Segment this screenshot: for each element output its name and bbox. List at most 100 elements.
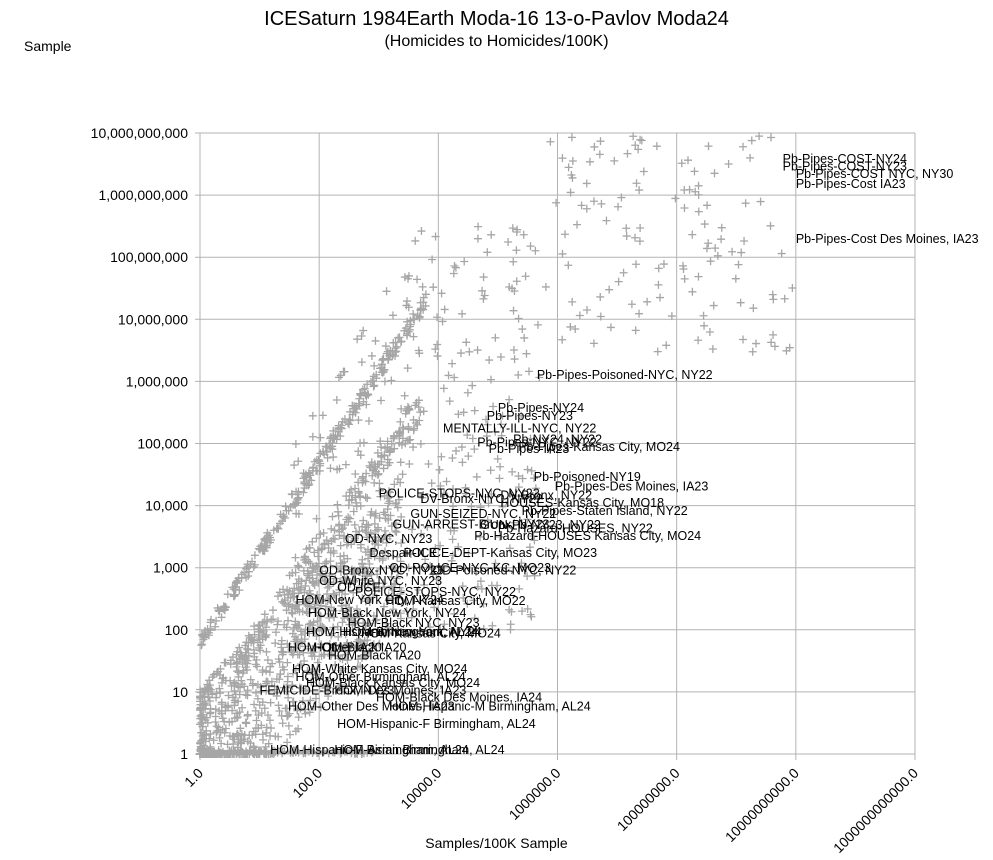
scatter-point — [635, 186, 644, 195]
scatter-point — [353, 605, 362, 614]
scatter-point — [662, 341, 671, 350]
scatter-point — [308, 644, 317, 653]
scatter-point — [427, 479, 436, 488]
scatter-point — [365, 647, 374, 656]
scatter-point — [458, 458, 467, 467]
scatter-point — [493, 454, 502, 463]
y-axis-title: Sample — [24, 38, 72, 54]
scatter-point — [370, 552, 379, 561]
scatter-point — [752, 339, 761, 348]
scatter-point — [440, 305, 449, 314]
point-label: OD-Bronx-NYC, NY23 — [319, 563, 443, 577]
scatter-point — [296, 627, 305, 636]
scatter-point — [332, 562, 341, 571]
scatter-point — [464, 452, 473, 461]
scatter-point — [694, 181, 703, 190]
scatter-point — [283, 658, 292, 667]
point-label: Pb-Pipes-COST NYC, NY30 — [796, 167, 954, 181]
scatter-point — [336, 749, 345, 758]
scatter-point — [359, 516, 368, 525]
point-label: HOM-Black Kansas City, MO24 — [306, 676, 480, 690]
scatter-point — [437, 289, 446, 298]
scatter-point — [366, 530, 375, 539]
scatter-point — [517, 411, 526, 420]
scatter-point — [699, 311, 708, 320]
chart-subtitle: (Homicides to Homicides/100K) — [384, 33, 609, 50]
scatter-point — [291, 665, 300, 674]
scatter-point — [310, 627, 319, 636]
scatter-point — [318, 544, 327, 553]
scatter-point — [409, 309, 418, 318]
y-tick-label: 1,000,000 — [126, 373, 188, 389]
scatter-point — [323, 583, 332, 592]
scatter-point — [479, 624, 488, 633]
scatter-point — [680, 185, 689, 194]
scatter-point — [683, 156, 692, 165]
scatter-point — [297, 637, 306, 646]
scatter-point — [301, 599, 310, 608]
scatter-point — [319, 747, 328, 756]
scatter-point — [308, 665, 317, 674]
scatter-point — [333, 465, 342, 474]
scatter-point — [300, 588, 309, 597]
scatter-point — [356, 389, 365, 398]
scatter-point — [292, 635, 301, 644]
point-label: HOM-Black IA20 — [313, 640, 406, 654]
scatter-point — [541, 282, 550, 291]
scatter-point — [252, 688, 261, 697]
scatter-point — [392, 528, 401, 537]
scatter-point — [472, 567, 481, 576]
scatter-point — [235, 643, 244, 652]
scatter-point — [267, 724, 276, 733]
scatter-point — [589, 197, 598, 206]
scatter-point — [406, 316, 415, 325]
scatter-point — [212, 669, 221, 678]
scatter-point — [435, 465, 444, 474]
scatter-point — [312, 673, 321, 682]
point-label: HOUSES-Kansas City, MO18 — [500, 496, 664, 510]
scatter-point — [381, 612, 390, 621]
scatter-point — [320, 539, 329, 548]
scatter-point — [531, 246, 540, 255]
scatter-point — [700, 321, 709, 330]
scatter-point — [349, 507, 358, 516]
scatter-point — [262, 679, 271, 688]
scatter-point — [243, 710, 252, 719]
scatter-point — [251, 746, 260, 755]
scatter-point — [766, 221, 775, 230]
scatter-point — [491, 427, 500, 436]
scatter-point — [448, 359, 457, 368]
scatter-point — [203, 625, 212, 634]
scatter-point — [265, 716, 274, 725]
scatter-point — [390, 444, 399, 453]
scatter-point — [238, 703, 247, 712]
scatter-point — [215, 607, 224, 616]
scatter-point — [465, 347, 474, 356]
scatter-point — [305, 708, 314, 717]
point-label: HOM-Other Des Moines, IA23 — [288, 700, 455, 714]
scatter-point — [403, 297, 412, 306]
scatter-point — [331, 574, 340, 583]
y-tick-label: 100,000,000 — [110, 249, 188, 265]
scatter-point — [656, 293, 665, 302]
scatter-point — [361, 390, 370, 399]
scatter-point — [459, 408, 468, 417]
scatter-point — [568, 297, 577, 306]
scatter-point — [509, 257, 518, 266]
scatter-point — [369, 611, 378, 620]
scatter-point — [398, 434, 407, 443]
point-label: HOM-Black New York, NY24 — [308, 606, 466, 620]
scatter-point — [248, 635, 257, 644]
scatter-point — [380, 602, 389, 611]
scatter-point — [223, 590, 232, 599]
point-label: DV-Bronx-NYC, NY22 — [420, 492, 542, 506]
scatter-point — [326, 434, 335, 443]
scatter-point — [450, 262, 459, 271]
scatter-point — [290, 584, 299, 593]
scatter-point — [220, 658, 229, 667]
scatter-point — [281, 704, 290, 713]
scatter-point — [706, 257, 715, 266]
point-label: Pb-NY24, NY22 — [513, 433, 602, 447]
scatter-point — [520, 333, 529, 342]
scatter-point — [394, 495, 403, 504]
